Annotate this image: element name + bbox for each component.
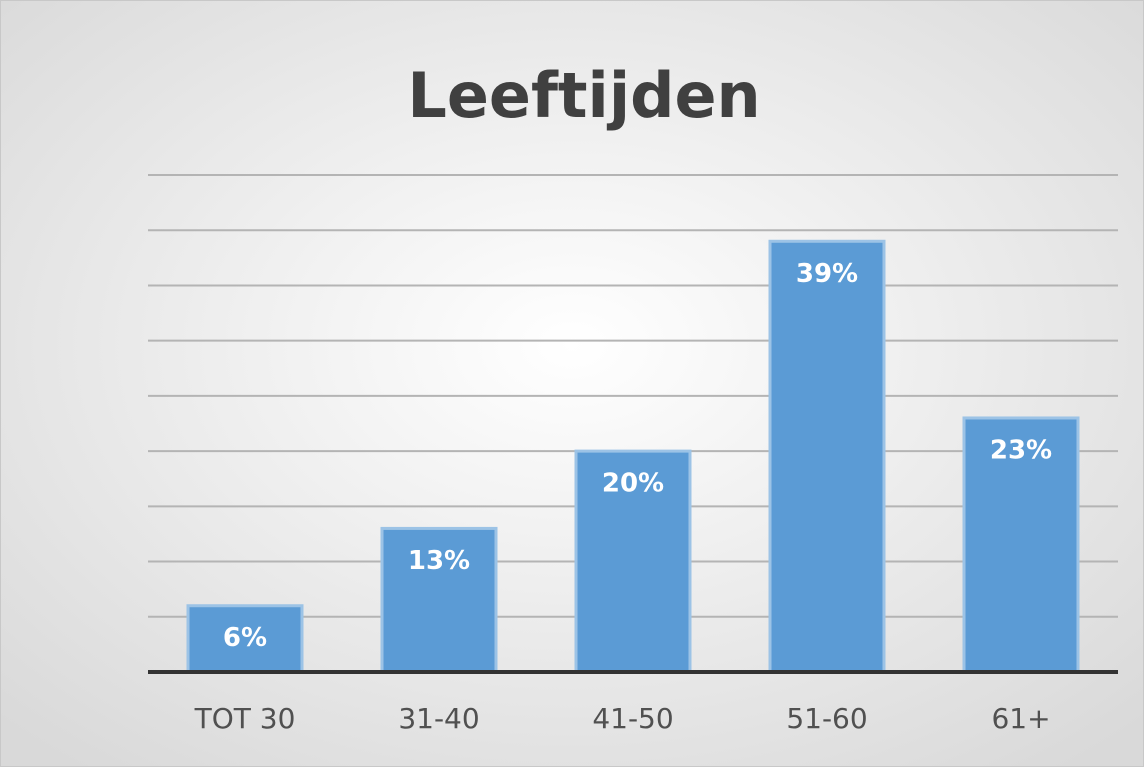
- bar: [962, 416, 1080, 674]
- x-tick-label: 31-40: [398, 702, 479, 735]
- plot-area: TOT 30 6% 31-40 13% 41-50 20% 51-60 39% 61+ 23%: [148, 174, 1118, 735]
- data-label: 23%: [990, 435, 1052, 465]
- data-label: 6%: [223, 623, 267, 653]
- chart-title: Leeftijden: [407, 59, 760, 132]
- bar: [768, 239, 886, 674]
- x-tick-label: 61+: [991, 702, 1050, 735]
- x-tick-label: 41-50: [592, 702, 673, 735]
- x-tick-label: TOT 30: [194, 702, 296, 735]
- data-label: 13%: [408, 546, 470, 576]
- x-tick-label: 51-60: [786, 702, 867, 735]
- data-label: 20%: [602, 469, 664, 499]
- data-label: 39%: [796, 259, 858, 289]
